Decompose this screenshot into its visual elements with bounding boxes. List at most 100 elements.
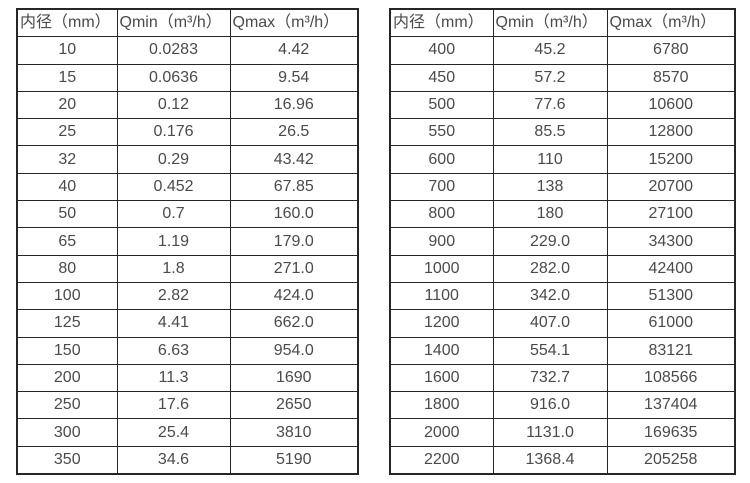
table-row: 450 57.2 8570 <box>389 63 736 92</box>
qmax-cell: 16.96 <box>229 90 359 120</box>
table-row: 700 138 20700 <box>389 172 736 202</box>
qmax-cell: 34300 <box>606 227 736 256</box>
qmax-cell: 20700 <box>606 172 736 202</box>
qmax-cell: 5190 <box>229 445 359 475</box>
table-row: 550 85.5 12800 <box>389 118 736 147</box>
qmax-cell: 1690 <box>229 363 359 393</box>
qmax-cell: 6780 <box>606 36 736 65</box>
diameter-cell: 15 <box>16 63 118 92</box>
diameter-cell: 1400 <box>389 336 494 365</box>
diameter-cell: 125 <box>16 309 118 338</box>
diameter-cell: 800 <box>389 200 494 229</box>
table-row: 65 1.19 179.0 <box>16 227 359 256</box>
qmin-cell: 1131.0 <box>492 418 608 447</box>
qmax-cell: 12800 <box>606 118 736 147</box>
qmin-cell: 2.82 <box>116 281 231 311</box>
table-row: 1200 407.0 61000 <box>389 309 736 338</box>
qmin-cell: 0.0283 <box>116 36 231 65</box>
qmin-cell: 0.176 <box>116 118 231 147</box>
qmax-cell: 67.85 <box>229 172 359 202</box>
table-row: 10 0.0283 4.42 <box>16 36 359 65</box>
table-row: 500 77.6 10600 <box>389 90 736 120</box>
qmax-cell: 10600 <box>606 90 736 120</box>
diameter-cell: 100 <box>16 281 118 311</box>
qmax-cell: 51300 <box>606 281 736 311</box>
table-row: 125 4.41 662.0 <box>16 309 359 338</box>
table-row: 1800 916.0 137404 <box>389 391 736 420</box>
diameter-cell: 65 <box>16 227 118 256</box>
qmax-cell: 8570 <box>606 63 736 92</box>
table-row: 1100 342.0 51300 <box>389 281 736 311</box>
qmin-cell: 1.19 <box>116 227 231 256</box>
diameter-cell: 1000 <box>389 254 494 283</box>
table-row: 20 0.12 16.96 <box>16 90 359 120</box>
table-row: 1600 732.7 108566 <box>389 363 736 393</box>
table-row: 2000 1131.0 169635 <box>389 418 736 447</box>
table-row: 400 45.2 6780 <box>389 36 736 65</box>
qmin-cell: 6.63 <box>116 336 231 365</box>
qmax-cell: 42400 <box>606 254 736 283</box>
diameter-cell: 2200 <box>389 445 494 475</box>
table-row: 1400 554.1 83121 <box>389 336 736 365</box>
diameter-cell: 550 <box>389 118 494 147</box>
diameter-cell: 350 <box>16 445 118 475</box>
col-header-inner-diameter: 内径（mm） <box>389 8 494 38</box>
qmax-cell: 205258 <box>606 445 736 475</box>
qmax-cell: 2650 <box>229 391 359 420</box>
qmin-cell: 0.12 <box>116 90 231 120</box>
table-body-small-diameter: 10 0.0283 4.42 15 0.0636 9.54 20 0.12 16.96 25 0.1… <box>16 36 359 475</box>
diameter-cell: 2000 <box>389 418 494 447</box>
qmax-cell: 271.0 <box>229 254 359 283</box>
diameter-cell: 1800 <box>389 391 494 420</box>
col-header-qmax: Qmax（m³/h） <box>606 8 736 38</box>
table-row: 1000 282.0 42400 <box>389 254 736 283</box>
table-row: 25 0.176 26.5 <box>16 118 359 147</box>
table-row: 2200 1368.4 205258 <box>389 445 736 475</box>
qmax-cell: 27100 <box>606 200 736 229</box>
table-row: 900 229.0 34300 <box>389 227 736 256</box>
qmin-cell: 282.0 <box>492 254 608 283</box>
qmin-cell: 57.2 <box>492 63 608 92</box>
table-row: 600 110 15200 <box>389 145 736 174</box>
qmin-cell: 0.452 <box>116 172 231 202</box>
qmax-cell: 137404 <box>606 391 736 420</box>
qmax-cell: 3810 <box>229 418 359 447</box>
qmax-cell: 26.5 <box>229 118 359 147</box>
table-row: 32 0.29 43.42 <box>16 145 359 174</box>
qmin-cell: 77.6 <box>492 90 608 120</box>
qmin-cell: 916.0 <box>492 391 608 420</box>
qmax-cell: 424.0 <box>229 281 359 311</box>
qmax-cell: 954.0 <box>229 336 359 365</box>
diameter-cell: 150 <box>16 336 118 365</box>
col-header-qmax: Qmax（m³/h） <box>229 8 359 38</box>
diameter-cell: 700 <box>389 172 494 202</box>
qmin-cell: 0.7 <box>116 200 231 229</box>
table-row: 100 2.82 424.0 <box>16 281 359 311</box>
qmin-cell: 138 <box>492 172 608 202</box>
qmin-cell: 11.3 <box>116 363 231 393</box>
qmax-cell: 108566 <box>606 363 736 393</box>
col-header-inner-diameter: 内径（mm） <box>16 8 118 38</box>
flow-table-large-diameter: 内径（mm） Qmin（m³/h） Qmax（m³/h） 400 45.2 6780… <box>389 8 736 476</box>
qmax-cell: 83121 <box>606 336 736 365</box>
qmin-cell: 0.0636 <box>116 63 231 92</box>
qmax-cell: 4.42 <box>229 36 359 65</box>
table-row: 50 0.7 160.0 <box>16 200 359 229</box>
qmin-cell: 1.8 <box>116 254 231 283</box>
diameter-cell: 450 <box>389 63 494 92</box>
qmax-cell: 160.0 <box>229 200 359 229</box>
qmax-cell: 662.0 <box>229 309 359 338</box>
qmin-cell: 110 <box>492 145 608 174</box>
qmin-cell: 229.0 <box>492 227 608 256</box>
diameter-cell: 200 <box>16 363 118 393</box>
qmax-cell: 15200 <box>606 145 736 174</box>
diameter-cell: 250 <box>16 391 118 420</box>
qmin-cell: 0.29 <box>116 145 231 174</box>
table-body-large-diameter: 400 45.2 6780 450 57.2 8570 500 77.6 10600 550 85.… <box>389 36 736 475</box>
qmin-cell: 45.2 <box>492 36 608 65</box>
diameter-cell: 600 <box>389 145 494 174</box>
qmax-cell: 179.0 <box>229 227 359 256</box>
table-row: 15 0.0636 9.54 <box>16 63 359 92</box>
qmin-cell: 732.7 <box>492 363 608 393</box>
